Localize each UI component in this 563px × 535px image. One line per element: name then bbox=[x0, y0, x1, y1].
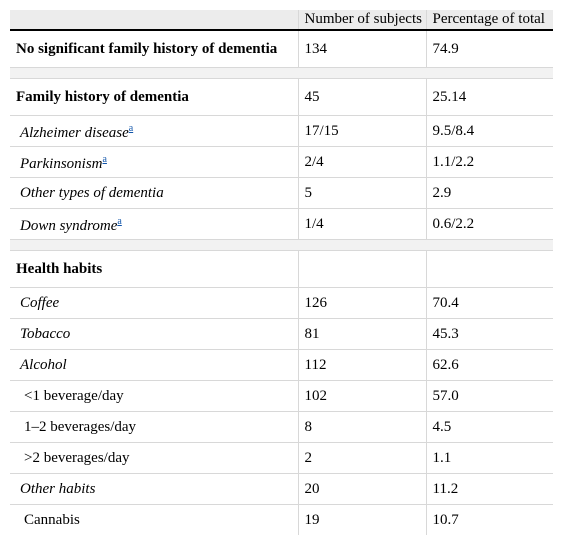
section-separator bbox=[10, 68, 553, 79]
row-label-cell: Alzheimer diseasea bbox=[10, 116, 298, 147]
row-percentage: 62.6 bbox=[426, 350, 553, 381]
table-row: Down syndromea 1/4 0.6/2.2 bbox=[10, 209, 553, 240]
row-number: 126 bbox=[298, 288, 426, 319]
row-percentage: 4.5 bbox=[426, 412, 553, 443]
table-row: Parkinsonisma 2/4 1.1/2.2 bbox=[10, 147, 553, 178]
row-percentage: 11.2 bbox=[426, 474, 553, 505]
row-number: 17/15 bbox=[298, 116, 426, 147]
row-label: Tobacco bbox=[10, 319, 298, 350]
row-label: Family history of dementia bbox=[10, 79, 298, 116]
section-separator bbox=[10, 240, 553, 251]
row-number: 102 bbox=[298, 381, 426, 412]
table-row: 1–2 beverages/day 8 4.5 bbox=[10, 412, 553, 443]
table-row: Other habits 20 11.2 bbox=[10, 474, 553, 505]
row-number: 2 bbox=[298, 443, 426, 474]
row-percentage: 10.7 bbox=[426, 505, 553, 535]
row-label: Coffee bbox=[10, 288, 298, 319]
row-number: 1/4 bbox=[298, 209, 426, 240]
row-label: Health habits bbox=[10, 251, 298, 288]
data-table: Number of subjects Percentage of total N… bbox=[10, 10, 553, 535]
row-number: 19 bbox=[298, 505, 426, 535]
row-number: 20 bbox=[298, 474, 426, 505]
row-percentage: 45.3 bbox=[426, 319, 553, 350]
footnote-link[interactable]: a bbox=[117, 216, 121, 227]
footnote-link[interactable]: a bbox=[129, 123, 133, 134]
row-label: Down syndrome bbox=[20, 218, 117, 234]
row-number: 81 bbox=[298, 319, 426, 350]
row-number: 2/4 bbox=[298, 147, 426, 178]
row-percentage: 25.14 bbox=[426, 79, 553, 116]
row-number bbox=[298, 251, 426, 288]
row-percentage: 70.4 bbox=[426, 288, 553, 319]
row-percentage: 2.9 bbox=[426, 178, 553, 209]
row-number: 8 bbox=[298, 412, 426, 443]
header-blank bbox=[10, 10, 298, 30]
table-row: Health habits bbox=[10, 251, 553, 288]
row-label: Cannabis bbox=[10, 505, 298, 535]
row-percentage: 1.1/2.2 bbox=[426, 147, 553, 178]
row-label-cell: Down syndromea bbox=[10, 209, 298, 240]
table-row: <1 beverage/day 102 57.0 bbox=[10, 381, 553, 412]
table-row: Alzheimer diseasea 17/15 9.5/8.4 bbox=[10, 116, 553, 147]
table-row: Tobacco 81 45.3 bbox=[10, 319, 553, 350]
table-row: Other types of dementia 5 2.9 bbox=[10, 178, 553, 209]
row-label: <1 beverage/day bbox=[10, 381, 298, 412]
row-percentage: 0.6/2.2 bbox=[426, 209, 553, 240]
row-percentage: 74.9 bbox=[426, 30, 553, 68]
row-label-cell: Parkinsonisma bbox=[10, 147, 298, 178]
table-row: Coffee 126 70.4 bbox=[10, 288, 553, 319]
row-percentage: 57.0 bbox=[426, 381, 553, 412]
row-label: Alcohol bbox=[10, 350, 298, 381]
table-row: Cannabis 19 10.7 bbox=[10, 505, 553, 535]
footnote-link[interactable]: a bbox=[103, 154, 107, 165]
row-percentage bbox=[426, 251, 553, 288]
table-row: No significant family history of dementi… bbox=[10, 30, 553, 68]
row-label: Parkinsonism bbox=[20, 156, 103, 172]
header-percentage-of-total: Percentage of total bbox=[426, 10, 553, 30]
row-label: 1–2 beverages/day bbox=[10, 412, 298, 443]
table-row: >2 beverages/day 2 1.1 bbox=[10, 443, 553, 474]
row-label: No significant family history of dementi… bbox=[10, 30, 298, 68]
row-number: 45 bbox=[298, 79, 426, 116]
row-percentage: 9.5/8.4 bbox=[426, 116, 553, 147]
row-number: 134 bbox=[298, 30, 426, 68]
row-percentage: 1.1 bbox=[426, 443, 553, 474]
table-row: Family history of dementia 45 25.14 bbox=[10, 79, 553, 116]
table-row: Alcohol 112 62.6 bbox=[10, 350, 553, 381]
row-number: 5 bbox=[298, 178, 426, 209]
row-number: 112 bbox=[298, 350, 426, 381]
row-label: Other types of dementia bbox=[10, 178, 298, 209]
table-header-row: Number of subjects Percentage of total bbox=[10, 10, 553, 30]
row-label: >2 beverages/day bbox=[10, 443, 298, 474]
header-number-of-subjects: Number of subjects bbox=[298, 10, 426, 30]
row-label: Alzheimer disease bbox=[20, 125, 129, 141]
row-label: Other habits bbox=[10, 474, 298, 505]
